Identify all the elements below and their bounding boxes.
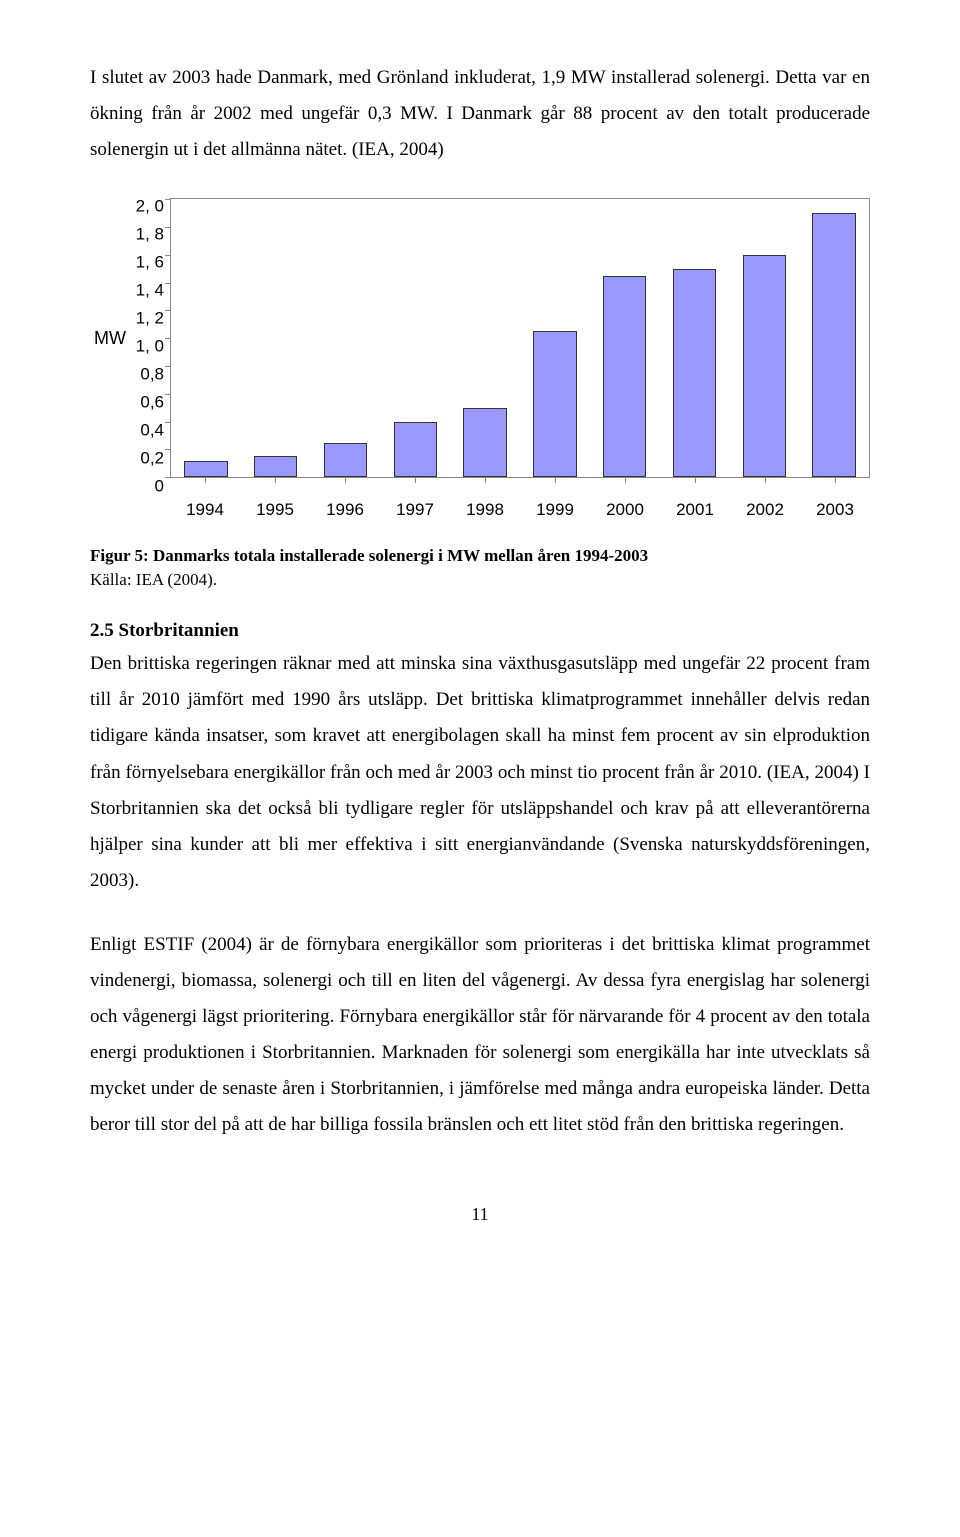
bar-slot xyxy=(311,199,381,477)
x-tick-mark xyxy=(205,477,206,483)
chart-inner: MW 2, 01, 81, 61, 41, 21, 00,80,60,40,20 xyxy=(90,198,870,478)
bar xyxy=(324,443,367,478)
plot-area xyxy=(170,198,870,478)
intro-paragraph: I slutet av 2003 hade Danmark, med Grönl… xyxy=(90,60,870,168)
document-page: I slutet av 2003 hade Danmark, med Grönl… xyxy=(0,0,960,1265)
x-tick-mark-slot xyxy=(800,478,870,484)
x-tick-label: 2003 xyxy=(800,500,870,520)
x-tick-mark-slot xyxy=(660,478,730,484)
bar xyxy=(673,269,716,478)
bar xyxy=(254,456,297,477)
figure-caption-title: Figur 5: Danmarks totala installerade so… xyxy=(90,546,870,566)
bar xyxy=(394,422,437,478)
bar-slot xyxy=(380,199,450,477)
chart-container: MW 2, 01, 81, 61, 41, 21, 00,80,60,40,20… xyxy=(90,198,870,520)
bar xyxy=(812,213,855,477)
x-tick-mark xyxy=(625,477,626,483)
x-tick-label: 1997 xyxy=(380,500,450,520)
section-paragraph-1: Den brittiska regeringen räknar med att … xyxy=(90,646,870,899)
bar xyxy=(463,408,506,478)
x-tick-label: 2002 xyxy=(730,500,800,520)
y-tick-mark xyxy=(165,422,171,423)
x-tick-label: 2001 xyxy=(660,500,730,520)
bar-slot xyxy=(241,199,311,477)
x-tick-marks-row xyxy=(170,478,870,484)
y-axis-label: MW xyxy=(90,198,130,478)
bar xyxy=(743,255,786,477)
x-tick-mark xyxy=(765,477,766,483)
x-tick-labels: 1994199519961997199819992000200120022003 xyxy=(170,484,870,520)
x-tick-mark-slot xyxy=(170,478,240,484)
y-tick-mark xyxy=(165,199,171,200)
page-number: 11 xyxy=(90,1204,870,1225)
bar-slot xyxy=(171,199,241,477)
y-tick-mark xyxy=(165,449,171,450)
x-tick-label: 2000 xyxy=(590,500,660,520)
x-tick-mark-slot xyxy=(730,478,800,484)
y-tick-mark xyxy=(165,255,171,256)
x-tick-mark-slot xyxy=(380,478,450,484)
y-tick-mark xyxy=(165,227,171,228)
y-tick-labels: 2, 01, 81, 61, 41, 21, 00,80,60,40,20 xyxy=(130,198,170,478)
x-tick-label: 1994 xyxy=(170,500,240,520)
bar-slot xyxy=(520,199,590,477)
x-tick-label: 1995 xyxy=(240,500,310,520)
x-tick-label: 1998 xyxy=(450,500,520,520)
x-tick-row: 1994199519961997199819992000200120022003 xyxy=(170,484,870,520)
y-tick-mark xyxy=(165,283,171,284)
x-tick-mark-slot xyxy=(520,478,590,484)
figure-caption-source: Källa: IEA (2004). xyxy=(90,570,870,590)
x-tick-mark-slot xyxy=(590,478,660,484)
bar-slot xyxy=(799,199,869,477)
section-paragraph-2: Enligt ESTIF (2004) är de förnybara ener… xyxy=(90,927,870,1144)
x-tick-mark xyxy=(555,477,556,483)
x-tick-mark xyxy=(275,477,276,483)
bar xyxy=(533,331,576,477)
y-tick-mark xyxy=(165,310,171,311)
bar xyxy=(603,276,646,478)
x-tick-mark xyxy=(485,477,486,483)
x-tick-mark xyxy=(345,477,346,483)
section-heading: 2.5 Storbritannien xyxy=(90,620,870,642)
x-tick-mark xyxy=(415,477,416,483)
bar-slot xyxy=(660,199,730,477)
x-tick-label: 1999 xyxy=(520,500,590,520)
x-tick-mark-slot xyxy=(310,478,380,484)
y-tick-mark xyxy=(165,394,171,395)
bar-slot xyxy=(450,199,520,477)
bar-slot xyxy=(729,199,799,477)
x-tick-mark-slot xyxy=(240,478,310,484)
x-tick-mark xyxy=(835,477,836,483)
x-tick-marks xyxy=(170,478,870,484)
y-tick-mark xyxy=(165,338,171,339)
y-tick-mark xyxy=(165,366,171,367)
x-tick-mark xyxy=(695,477,696,483)
x-tick-label: 1996 xyxy=(310,500,380,520)
bar xyxy=(184,461,227,478)
bar-slot xyxy=(590,199,660,477)
x-tick-mark-slot xyxy=(450,478,520,484)
y-tick-marks xyxy=(170,199,176,477)
